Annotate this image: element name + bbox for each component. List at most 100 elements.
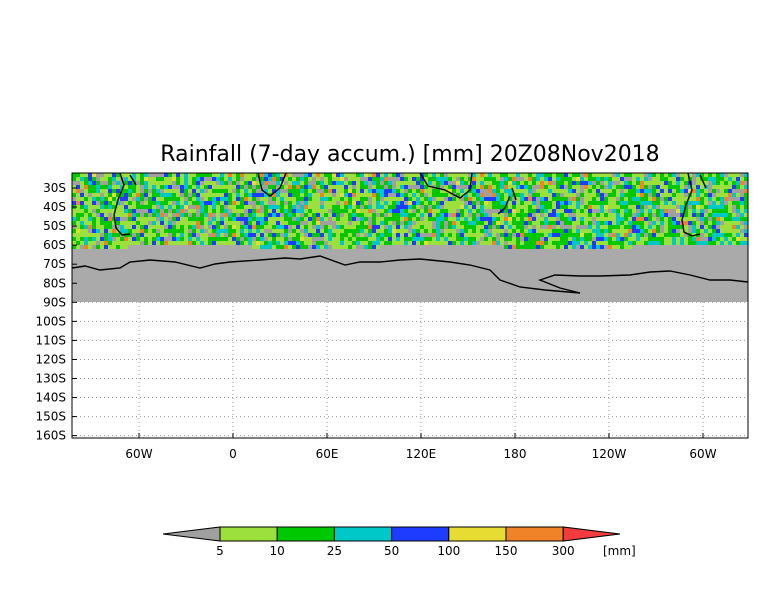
rain-cell: [76, 185, 80, 189]
rain-cell: [736, 209, 740, 213]
rain-cell: [736, 233, 740, 237]
rain-cell: [84, 173, 88, 177]
rain-cell: [248, 201, 252, 205]
rain-cell: [568, 245, 572, 249]
rain-cell: [592, 213, 596, 217]
rain-cell: [252, 237, 256, 241]
rain-cell: [304, 213, 308, 217]
rain-cell: [588, 197, 592, 201]
rain-cell: [452, 201, 456, 205]
rain-cell: [372, 173, 376, 177]
rain-cell: [136, 173, 140, 177]
rain-cell: [428, 201, 432, 205]
rain-cell: [392, 217, 396, 221]
rain-cell: [732, 237, 736, 241]
rain-cell: [644, 225, 648, 229]
rain-cell: [468, 181, 472, 185]
rain-cell: [620, 205, 624, 209]
rain-cell: [84, 233, 88, 237]
rain-cell: [428, 217, 432, 221]
rain-cell: [276, 217, 280, 221]
rain-cell: [136, 229, 140, 233]
rain-cell: [740, 173, 744, 177]
rain-cell: [112, 233, 116, 237]
rain-cell: [460, 241, 464, 245]
rain-cell: [568, 201, 572, 205]
rain-cell: [212, 209, 216, 213]
rain-cell: [280, 229, 284, 233]
rain-cell: [620, 233, 624, 237]
rain-cell: [336, 205, 340, 209]
rain-cell: [424, 237, 428, 241]
rain-cell: [472, 201, 476, 205]
rain-cell: [500, 173, 504, 177]
rain-cell: [512, 205, 516, 209]
rain-cell: [532, 225, 536, 229]
rain-cell: [380, 173, 384, 177]
rain-cell: [572, 201, 576, 205]
rain-cell: [228, 221, 232, 225]
rain-cell: [248, 221, 252, 225]
rain-cell: [500, 229, 504, 233]
rain-cell: [448, 217, 452, 221]
rain-cell: [324, 233, 328, 237]
rain-cell: [104, 205, 108, 209]
rain-cell: [124, 181, 128, 185]
rain-cell: [312, 213, 316, 217]
rain-cell: [708, 221, 712, 225]
rain-cell: [532, 241, 536, 245]
rain-cell: [152, 173, 156, 177]
rain-cell: [632, 193, 636, 197]
rain-cell: [632, 213, 636, 217]
rain-cell: [272, 197, 276, 201]
rain-cell: [212, 225, 216, 229]
rain-cell: [116, 189, 120, 193]
rain-cell: [684, 185, 688, 189]
rain-cell: [456, 237, 460, 241]
rain-cell: [332, 185, 336, 189]
rain-cell: [248, 193, 252, 197]
rain-cell: [488, 173, 492, 177]
rain-cell: [560, 241, 564, 245]
rain-cell: [276, 225, 280, 229]
rain-cell: [516, 229, 520, 233]
rain-cell: [296, 205, 300, 209]
rain-cell: [272, 213, 276, 217]
rain-cell: [656, 221, 660, 225]
rain-cell: [676, 225, 680, 229]
rain-cell: [720, 217, 724, 221]
rain-cell: [536, 221, 540, 225]
rain-cell: [308, 233, 312, 237]
rain-cell: [360, 197, 364, 201]
rain-cell: [720, 237, 724, 241]
rain-cell: [684, 237, 688, 241]
rain-cell: [84, 193, 88, 197]
rain-cell: [508, 233, 512, 237]
rain-cell: [692, 237, 696, 241]
rain-cell: [404, 189, 408, 193]
rain-cell: [408, 173, 412, 177]
rain-cell: [620, 189, 624, 193]
rain-cell: [188, 185, 192, 189]
rain-cell: [384, 237, 388, 241]
rain-cell: [736, 189, 740, 193]
rain-cell: [392, 237, 396, 241]
rain-cell: [92, 233, 96, 237]
rain-cell: [652, 177, 656, 181]
rain-cell: [116, 213, 120, 217]
rain-cell: [100, 201, 104, 205]
rain-cell: [228, 217, 232, 221]
rain-cell: [76, 217, 80, 221]
rain-cell: [736, 229, 740, 233]
rain-cell: [712, 193, 716, 197]
rain-cell: [220, 213, 224, 217]
rain-cell: [372, 201, 376, 205]
rain-cell: [140, 221, 144, 225]
rain-cell: [708, 205, 712, 209]
rain-cell: [568, 189, 572, 193]
rain-cell: [140, 229, 144, 233]
rain-cell: [532, 173, 536, 177]
rain-cell: [364, 213, 368, 217]
rain-cell: [240, 241, 244, 245]
rain-cell: [148, 221, 152, 225]
